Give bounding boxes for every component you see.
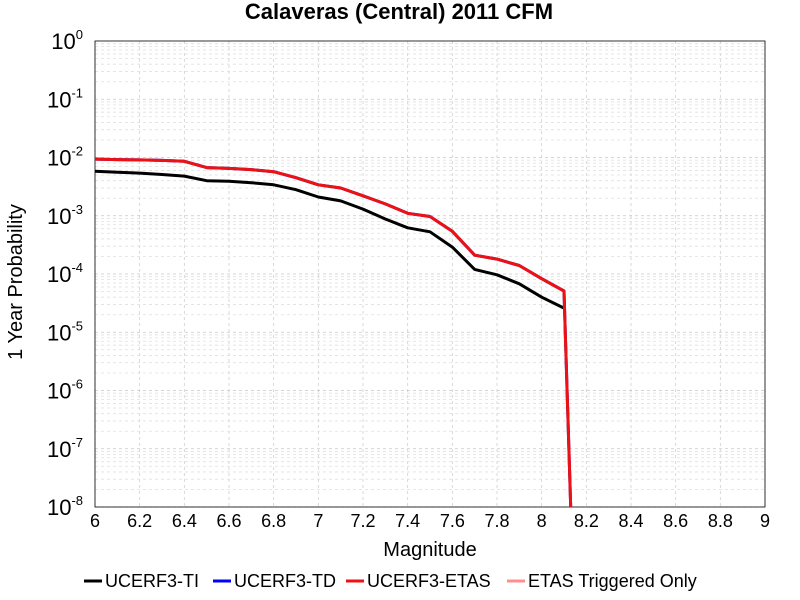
y-tick-label: 10-3	[47, 202, 83, 229]
x-tick-label: 8	[537, 511, 547, 531]
x-tick-label: 8.2	[574, 511, 599, 531]
x-tick-label: 6.2	[127, 511, 152, 531]
y-tick-label: 10-7	[47, 435, 83, 462]
x-tick-label: 6	[90, 511, 100, 531]
x-tick-label: 7.6	[440, 511, 465, 531]
y-tick-label: 10-6	[47, 377, 83, 404]
x-tick-label: 6.8	[261, 511, 286, 531]
legend-label: UCERF3-TI	[105, 571, 199, 591]
x-tick-label: 8.6	[663, 511, 688, 531]
series-line-ucerf3-ti	[94, 169, 565, 310]
y-tick-label: 100	[51, 27, 83, 54]
x-tick-label: 6.4	[172, 511, 197, 531]
legend-label: UCERF3-ETAS	[367, 571, 491, 591]
legend: UCERF3-TI UCERF3-TD UCERF3-ETAS ETAS Trigge…	[84, 571, 697, 591]
y-tick-label: 10-4	[47, 260, 83, 287]
x-tick-label: 8.4	[618, 511, 643, 531]
x-tick-label: 8.8	[708, 511, 733, 531]
y-tick-label: 10-1	[47, 85, 83, 112]
x-tick-label: 6.6	[216, 511, 241, 531]
x-tick-label: 7.2	[350, 511, 375, 531]
x-axis-label: Magnitude	[383, 539, 476, 561]
x-tick-label: 7.4	[395, 511, 420, 531]
x-axis-ticks: 6 6.2 6.4 6.6 6.8 7 7.2 7.4 7.6 7.8 8 8.2 8.4 8.6 8.8 9	[90, 511, 770, 531]
x-tick-label: 7.8	[484, 511, 509, 531]
y-tick-label: 10-5	[47, 318, 83, 345]
y-axis-ticks: 100 10-1 10-2 10-3 10-4 10-5 10-6 10-7 10-8	[47, 27, 83, 520]
y-axis-label: 1 Year Probability	[5, 204, 27, 360]
legend-label: UCERF3-TD	[234, 571, 336, 591]
y-tick-label: 10-2	[47, 144, 83, 171]
grid	[94, 41, 766, 508]
series-layer	[94, 157, 573, 508]
chart-title: Calaveras (Central) 2011 CFM	[245, 0, 553, 24]
legend-label: ETAS Triggered Only	[528, 571, 697, 591]
y-tick-label: 10-8	[47, 493, 83, 520]
series-line-ucerf3-etas	[94, 157, 573, 508]
x-tick-label: 7	[313, 511, 323, 531]
x-tick-label: 9	[760, 511, 770, 531]
series-line-ucerf3-td	[94, 157, 573, 508]
plot-area-frame	[94, 40, 766, 508]
